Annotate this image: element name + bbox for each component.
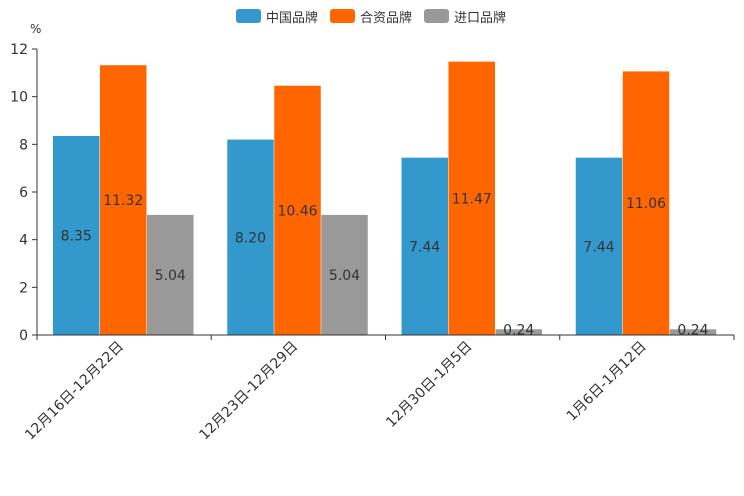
x-tick-label: 1月6日-1月12日: [564, 339, 650, 425]
y-tick-label: 2: [19, 280, 28, 296]
y-tick-label: 6: [19, 185, 28, 201]
y-tick-label: 4: [19, 233, 28, 249]
bar[interactable]: [575, 157, 623, 335]
bar[interactable]: [448, 61, 496, 336]
bar[interactable]: [227, 139, 274, 335]
bar[interactable]: [622, 71, 670, 336]
bar[interactable]: [53, 135, 100, 335]
y-axis: 0 2 4 6 8 10 12: [10, 42, 38, 344]
legend-item-china-brand[interactable]: 中国品牌: [236, 7, 319, 26]
y-tick-label: 10: [10, 90, 28, 106]
y-tick-label: 8: [19, 137, 28, 153]
bar-value-label: 7.44: [409, 239, 440, 255]
legend-item-joint-venture-brand[interactable]: 合资品牌: [330, 7, 413, 26]
bar[interactable]: [669, 329, 717, 335]
legend-swatch-imported-brand: [424, 9, 449, 23]
y-axis-unit-label: %: [30, 22, 41, 36]
bar[interactable]: [100, 65, 147, 335]
bar-value-label: 5.04: [329, 268, 360, 284]
x-tick-label: 12月23日-12月29日: [196, 339, 301, 444]
legend-item-imported-brand[interactable]: 进口品牌: [424, 7, 507, 26]
legend-label-china-brand: 中国品牌: [266, 10, 319, 26]
bar[interactable]: [401, 157, 449, 335]
bar-value-label: 8.20: [235, 230, 266, 246]
bar-value-label: 11.47: [452, 191, 492, 207]
legend-label-joint-venture-brand: 合资品牌: [360, 10, 413, 26]
bar-value-label: 11.06: [626, 196, 666, 212]
bar-value-label: 5.04: [155, 268, 186, 284]
bar-value-label: 8.35: [61, 228, 92, 244]
x-tick-label: 12月16日-12月22日: [22, 339, 127, 444]
bar-value-label: 10.46: [277, 203, 317, 219]
y-tick-label: 12: [10, 42, 28, 58]
bar[interactable]: [321, 214, 368, 335]
x-tick-label: 12月30日-1月5日: [383, 339, 475, 431]
bar-value-label: 0.24: [677, 323, 708, 339]
bar[interactable]: [147, 214, 194, 335]
x-axis: 12月16日-12月22日 12月23日-12月29日 12月30日-1月5日 1月6…: [22, 334, 735, 444]
y-tick-label: 0: [19, 328, 28, 344]
bar-value-label: 7.44: [583, 239, 614, 255]
bar[interactable]: [274, 85, 321, 335]
legend-swatch-china-brand: [236, 9, 261, 23]
legend-label-imported-brand: 进口品牌: [454, 10, 507, 26]
bars-group: [53, 61, 717, 336]
legend-swatch-joint-venture-brand: [330, 9, 355, 23]
bar-value-label: 0.24: [503, 323, 534, 339]
bar-value-label: 11.32: [103, 193, 143, 209]
bar[interactable]: [495, 329, 543, 335]
